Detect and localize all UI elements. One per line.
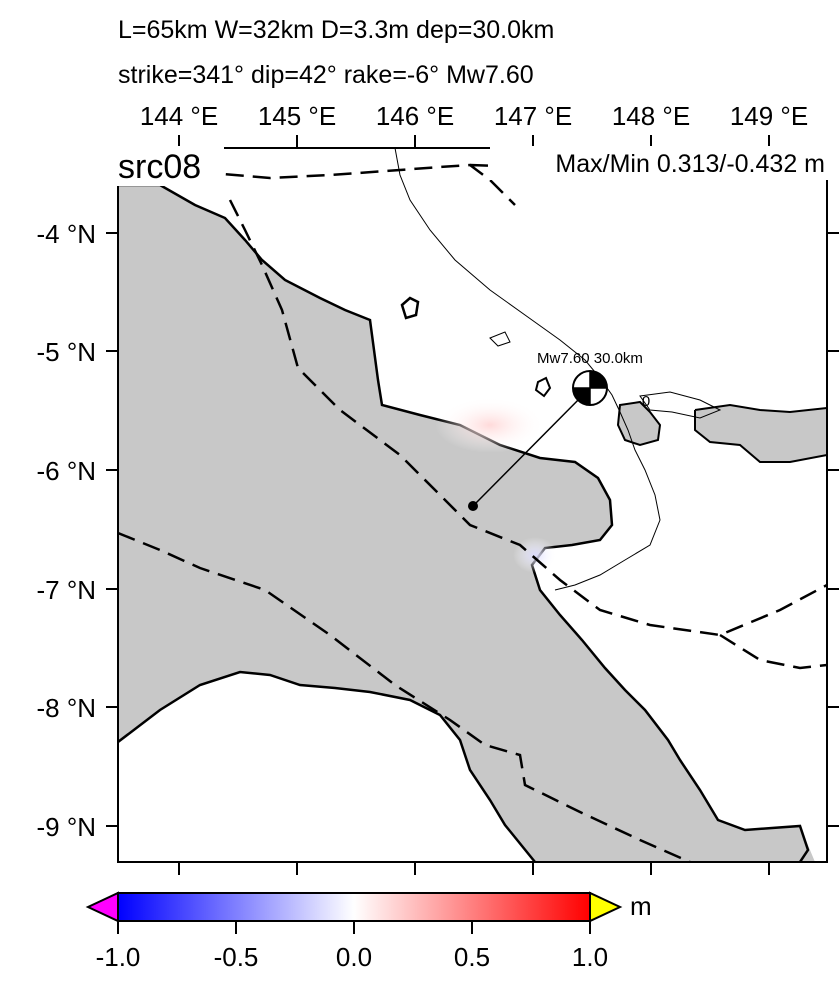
colorbar-tick-neg05: -0.5 [214, 942, 259, 972]
title-fault-params: L=65km W=32km D=3.3m dep=30.0km [118, 16, 555, 44]
lon-label-148: 148 °E [612, 101, 690, 131]
map-frame [117, 147, 828, 863]
colorbar-under-triangle [85, 891, 119, 923]
lat-label-5: -5 °N [36, 337, 96, 367]
island-karkar [400, 296, 420, 320]
lon-label-149: 149 °E [730, 101, 808, 131]
lat-label-7: -7 °N [36, 575, 96, 605]
contour-zero [394, 148, 661, 591]
title-mechanism-params: strike=341° dip=42° rake=-6° Mw7.60 [118, 61, 534, 89]
colorbar: -1.0 -0.5 0.0 0.5 1.0 m [85, 891, 652, 972]
contour-value-label: 0 [642, 393, 650, 410]
coastline-new-britain [694, 403, 827, 463]
fault-center-point [468, 501, 478, 511]
mechanism-label: Mw7.60 30.0km [537, 350, 643, 367]
lat-label-6: -6 °N [36, 456, 96, 486]
lon-label-144: 144 °E [140, 101, 218, 131]
fault-line-middle [228, 199, 827, 670]
colorbar-tick-0: 0.0 [336, 942, 372, 972]
negative-wave-area [513, 537, 557, 573]
colorbar-tick-1: 1.0 [572, 942, 608, 972]
colorbar-tick-neg1: -1.0 [96, 942, 141, 972]
axis-ticks [106, 135, 839, 875]
source-label-box [114, 146, 224, 186]
fault-projection-line [472, 387, 591, 507]
coastline-huon [616, 400, 662, 447]
lat-label-8: -8 °N [36, 693, 96, 723]
focal-mechanism-beachball [572, 370, 608, 406]
lon-label-146: 146 °E [376, 101, 454, 131]
fault-line-south [118, 531, 691, 862]
sea-gulf-of-papua [118, 672, 535, 862]
maxmin-label-box [490, 146, 830, 180]
lon-label-147: 147 °E [494, 101, 572, 131]
coastline-north [118, 183, 810, 862]
colorbar-unit: m [630, 891, 652, 921]
colorbar-tick-05: 0.5 [454, 942, 490, 972]
island-small [534, 376, 552, 398]
lat-label-4: -4 °N [36, 219, 96, 249]
positive-wave-area [435, 397, 545, 453]
colorbar-gradient [117, 892, 591, 922]
contour-zero-loop [489, 331, 511, 347]
source-label: src08 [118, 148, 201, 186]
colorbar-over-triangle [589, 891, 623, 923]
contour-zero-loop-2 [639, 391, 722, 419]
land-new-britain [695, 405, 827, 462]
lon-label-145: 145 °E [258, 101, 336, 131]
coastline-south [118, 670, 536, 862]
maxmin-label: Max/Min 0.313/-0.432 m [555, 150, 825, 178]
lat-label-9: -9 °N [36, 812, 96, 842]
